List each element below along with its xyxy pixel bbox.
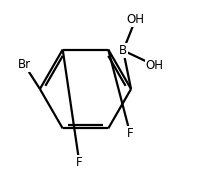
Text: Br: Br [18,58,31,71]
Text: B: B [119,44,127,57]
Text: F: F [76,156,83,169]
Text: F: F [127,127,133,140]
Text: OH: OH [146,59,164,72]
Text: OH: OH [126,13,144,26]
